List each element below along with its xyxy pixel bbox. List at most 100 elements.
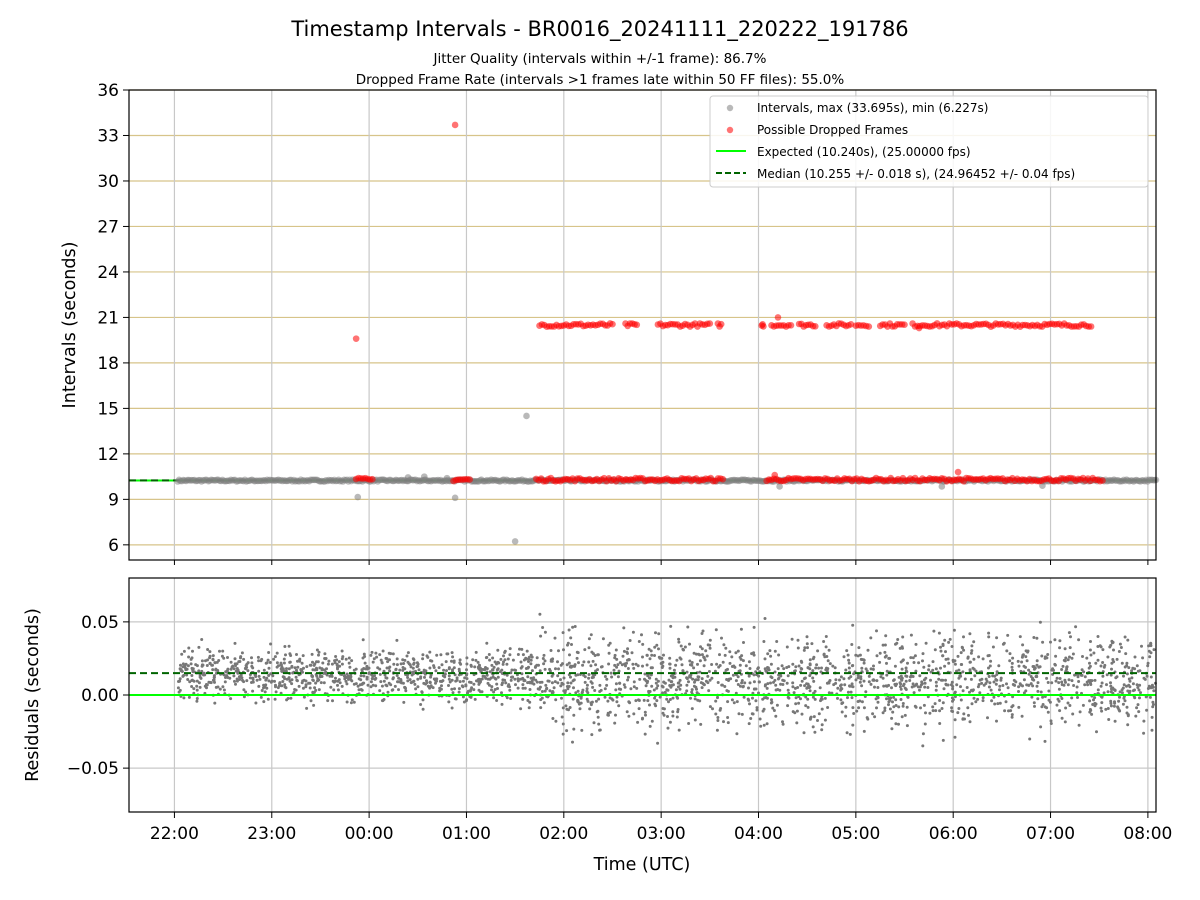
residual-point xyxy=(676,681,680,685)
residual-point xyxy=(698,659,702,663)
residual-point xyxy=(592,721,596,725)
residual-point xyxy=(317,678,321,682)
residual-point xyxy=(553,636,557,640)
residual-point xyxy=(246,669,250,673)
residual-point xyxy=(232,674,236,678)
residual-point xyxy=(620,663,624,667)
residual-point xyxy=(461,685,465,689)
residual-point xyxy=(844,714,848,718)
residual-point xyxy=(891,700,894,704)
residual-point xyxy=(794,696,798,700)
residual-point xyxy=(205,664,209,667)
residual-point xyxy=(493,688,497,691)
residual-point xyxy=(421,653,425,657)
residual-point xyxy=(804,695,808,699)
residual-point xyxy=(998,684,1002,688)
residual-point xyxy=(725,678,729,681)
residual-point xyxy=(435,653,439,657)
residual-point xyxy=(603,687,607,691)
residual-point xyxy=(1055,703,1059,707)
residual-point xyxy=(808,674,812,678)
residual-point xyxy=(834,678,838,682)
residual-point xyxy=(1061,664,1065,668)
residual-point xyxy=(1104,707,1108,711)
residual-point xyxy=(632,685,636,689)
residual-point xyxy=(290,682,294,686)
residual-point xyxy=(931,660,935,664)
residual-point xyxy=(1120,688,1124,692)
residual-point xyxy=(237,660,241,664)
residual-point xyxy=(655,686,659,690)
residual-point xyxy=(1041,640,1045,644)
residual-point xyxy=(248,676,252,680)
residual-point xyxy=(492,696,496,700)
residual-point xyxy=(648,657,652,661)
residual-point xyxy=(924,641,928,645)
residual-point xyxy=(180,652,184,656)
residual-point xyxy=(1099,684,1103,688)
residual-point xyxy=(548,689,552,693)
residual-point xyxy=(943,664,947,668)
residual-point xyxy=(781,722,785,726)
residual-point xyxy=(981,696,985,700)
residual-point xyxy=(585,687,589,691)
residual-point xyxy=(736,649,740,653)
residual-point xyxy=(440,684,443,688)
residual-point xyxy=(259,695,263,699)
residual-point xyxy=(596,653,600,657)
residual-point xyxy=(652,688,656,692)
residual-point xyxy=(598,683,602,687)
residual-point xyxy=(897,705,901,709)
residual-point xyxy=(702,664,706,668)
residual-point xyxy=(361,681,365,685)
residual-point xyxy=(1120,691,1124,695)
residual-point xyxy=(859,677,863,681)
residual-point xyxy=(796,646,800,650)
residual-point xyxy=(242,657,246,661)
residual-point xyxy=(702,656,706,660)
residual-point xyxy=(597,697,601,701)
residual-point xyxy=(668,666,672,670)
residual-point xyxy=(1141,656,1145,660)
residual-point xyxy=(1067,631,1071,635)
residual-point xyxy=(207,680,211,684)
residual-point xyxy=(921,659,924,663)
residual-point xyxy=(461,695,465,699)
residual-point xyxy=(295,653,298,656)
residual-point xyxy=(661,691,665,695)
residual-point xyxy=(941,701,945,705)
residual-point xyxy=(811,669,815,673)
residual-point xyxy=(402,700,406,704)
residual-point xyxy=(862,658,866,662)
residual-point xyxy=(911,675,915,678)
residual-point xyxy=(605,677,609,681)
residual-point xyxy=(246,661,250,665)
residual-point xyxy=(984,682,988,685)
residual-point xyxy=(1134,714,1138,718)
residual-point xyxy=(177,679,181,683)
residual-point xyxy=(668,698,672,701)
residual-point xyxy=(949,683,953,687)
residual-point xyxy=(1046,681,1050,684)
residual-point xyxy=(369,653,373,657)
residual-point xyxy=(508,647,512,651)
residual-point xyxy=(685,689,689,693)
residual-point xyxy=(681,669,685,673)
residual-point xyxy=(197,645,201,649)
residual-point xyxy=(1010,665,1014,669)
residual-point xyxy=(716,716,720,719)
residual-point xyxy=(846,653,850,657)
residual-point xyxy=(413,682,417,686)
residual-point xyxy=(1101,674,1105,678)
residual-point xyxy=(914,642,918,646)
residual-point xyxy=(226,656,229,659)
residual-point xyxy=(862,679,866,683)
residual-point xyxy=(630,651,634,655)
residual-point xyxy=(317,688,321,692)
residual-point xyxy=(662,713,666,717)
residual-point xyxy=(1128,685,1132,689)
residual-point xyxy=(617,669,621,673)
residual-point xyxy=(912,691,916,695)
residual-point xyxy=(613,721,617,725)
residual-point xyxy=(336,688,340,692)
